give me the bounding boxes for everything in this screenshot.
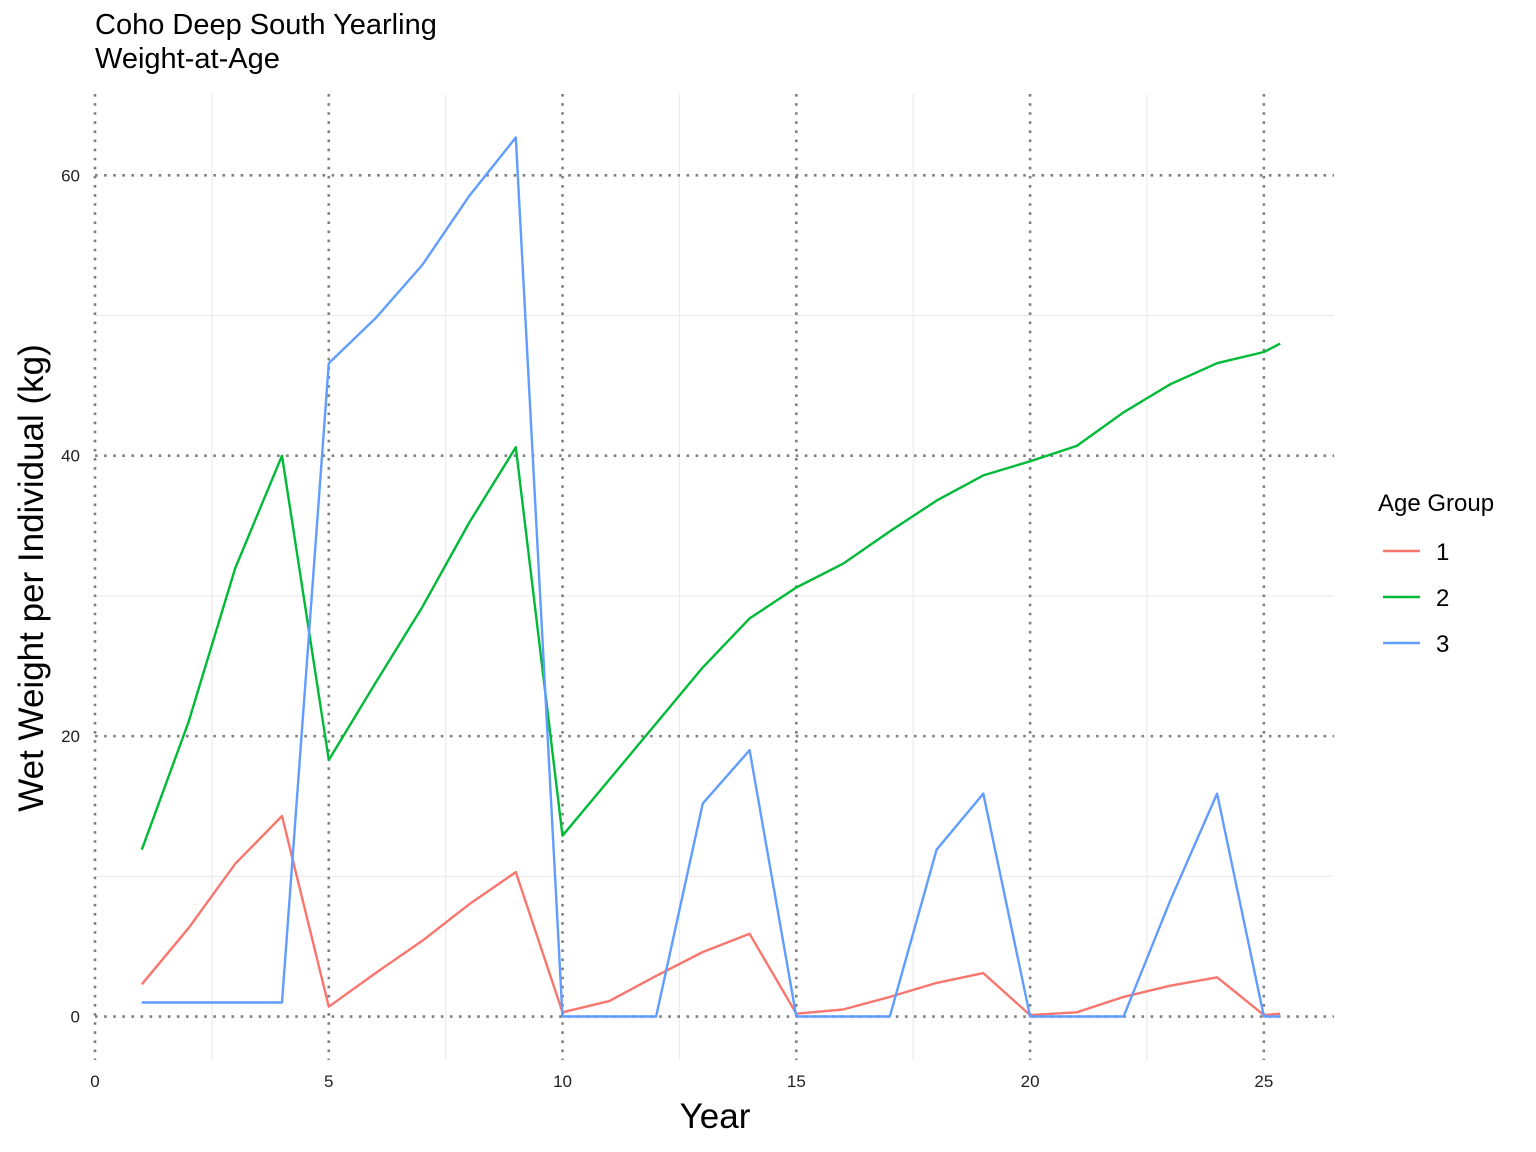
x-tick-label: 20 [1021, 1072, 1040, 1091]
x-tick-label: 5 [324, 1072, 333, 1091]
legend-label-1: 1 [1436, 539, 1449, 566]
y-axis-title: Wet Weight per Individual (kg) [12, 344, 51, 812]
x-tick-label: 25 [1254, 1072, 1273, 1091]
legend-label-3: 3 [1436, 631, 1449, 658]
x-tick-label: 0 [90, 1072, 99, 1091]
x-tick-label: 10 [553, 1072, 572, 1091]
x-axis-title: Year [680, 1097, 751, 1136]
title-line-1: Coho Deep South Yearling [95, 9, 437, 41]
legend: Age Group 1 2 3 [1378, 490, 1494, 658]
series-lines [140, 136, 1281, 1018]
y-tick-label: 0 [71, 1008, 80, 1027]
y-tick-label: 20 [61, 727, 80, 746]
legend-label-2: 2 [1436, 585, 1449, 612]
y-axis-tick-labels: 0 20 40 60 [61, 166, 80, 1026]
y-tick-label: 60 [61, 166, 80, 185]
series-2-line [140, 342, 1281, 851]
title-line-2: Weight-at-Age [95, 43, 280, 75]
legend-items: 1 2 3 [1383, 539, 1449, 658]
legend-title: Age Group [1378, 490, 1494, 517]
x-tick-label: 15 [787, 1072, 806, 1091]
minor-gridlines [95, 94, 1334, 1060]
series-3-line [141, 136, 1281, 1018]
x-axis-tick-labels: 0 5 10 15 20 25 [90, 1072, 1273, 1091]
series-1-line [140, 814, 1281, 1017]
y-tick-label: 40 [61, 447, 80, 466]
major-gridlines [93, 94, 1334, 1060]
chart-title: Coho Deep South Yearling Weight-at-Age [95, 8, 437, 76]
